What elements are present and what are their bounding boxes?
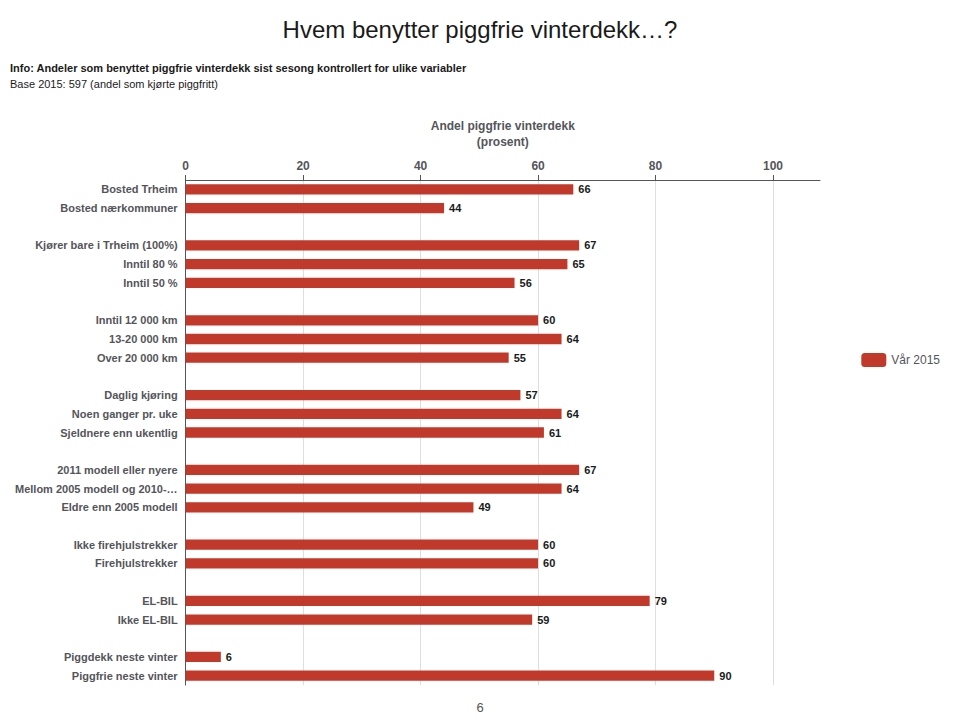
svg-text:6: 6 (226, 651, 232, 663)
svg-text:13-20 000 km: 13-20 000 km (109, 333, 178, 345)
svg-text:Sjeldnere enn ukentlig: Sjeldnere enn ukentlig (60, 427, 177, 439)
svg-text:59: 59 (537, 614, 549, 626)
svg-text:0: 0 (182, 159, 189, 173)
svg-text:Bosted Trheim: Bosted Trheim (101, 183, 178, 195)
svg-text:65: 65 (572, 258, 584, 270)
svg-text:64: 64 (567, 483, 580, 495)
svg-text:Noen ganger pr. uke: Noen ganger pr. uke (72, 408, 178, 420)
svg-text:(prosent): (prosent) (477, 135, 529, 149)
svg-text:60: 60 (531, 159, 545, 173)
svg-text:100: 100 (763, 159, 783, 173)
svg-text:40: 40 (414, 159, 428, 173)
svg-text:Ikke EL-BIL: Ikke EL-BIL (118, 614, 178, 626)
svg-text:Inntil 80 %: Inntil 80 % (123, 258, 178, 270)
svg-text:80: 80 (649, 159, 663, 173)
svg-text:55: 55 (514, 352, 526, 364)
svg-text:6: 6 (476, 700, 483, 715)
svg-text:60: 60 (543, 557, 555, 569)
svg-text:57: 57 (525, 389, 537, 401)
svg-text:90: 90 (719, 670, 731, 682)
svg-text:20: 20 (296, 159, 310, 173)
svg-text:Andel piggfrie vinterdekk: Andel piggfrie vinterdekk (431, 119, 575, 133)
svg-text:Bosted nærkommuner: Bosted nærkommuner (60, 202, 178, 214)
svg-text:Piggdekk neste vinter: Piggdekk neste vinter (64, 651, 178, 663)
svg-text:64: 64 (567, 408, 580, 420)
svg-text:66: 66 (578, 183, 590, 195)
svg-text:Eldre enn 2005 modell: Eldre enn 2005 modell (61, 501, 177, 513)
svg-text:Piggfrie neste vinter: Piggfrie neste vinter (72, 670, 178, 682)
svg-text:61: 61 (549, 427, 561, 439)
svg-text:2011 modell eller nyere: 2011 modell eller nyere (57, 464, 177, 476)
svg-text:79: 79 (655, 595, 667, 607)
svg-text:49: 49 (478, 501, 490, 513)
svg-text:Firehjulstrekker: Firehjulstrekker (95, 557, 178, 569)
svg-text:EL-BIL: EL-BIL (142, 595, 178, 607)
svg-text:Hvem benytter piggfrie vinterd: Hvem benytter piggfrie vinterdekk…? (283, 16, 678, 43)
svg-text:Mellom 2005 modell og 2010-…: Mellom 2005 modell og 2010-… (15, 483, 178, 495)
svg-text:64: 64 (567, 333, 580, 345)
svg-text:Info: Andeler som benyttet pig: Info: Andeler som benyttet piggfrie vint… (10, 62, 467, 74)
svg-text:67: 67 (584, 239, 596, 251)
svg-text:Inntil 50 %: Inntil 50 % (123, 277, 178, 289)
svg-text:60: 60 (543, 314, 555, 326)
svg-text:56: 56 (520, 277, 532, 289)
svg-text:60: 60 (543, 539, 555, 551)
svg-text:Inntil 12 000 km: Inntil 12 000 km (96, 314, 178, 326)
svg-text:Vår 2015: Vår 2015 (891, 353, 940, 367)
svg-text:67: 67 (584, 464, 596, 476)
svg-text:Daglig kjøring: Daglig kjøring (104, 389, 177, 401)
svg-text:Kjører bare i Trheim (100%): Kjører bare i Trheim (100%) (35, 239, 178, 251)
svg-text:44: 44 (449, 202, 462, 214)
svg-text:Over 20 000 km: Over 20 000 km (97, 352, 178, 364)
svg-text:Ikke firehjulstrekker: Ikke firehjulstrekker (74, 539, 179, 551)
svg-text:Base 2015: 597 (andel som kjør: Base 2015: 597 (andel som kjørte piggfri… (10, 78, 218, 90)
